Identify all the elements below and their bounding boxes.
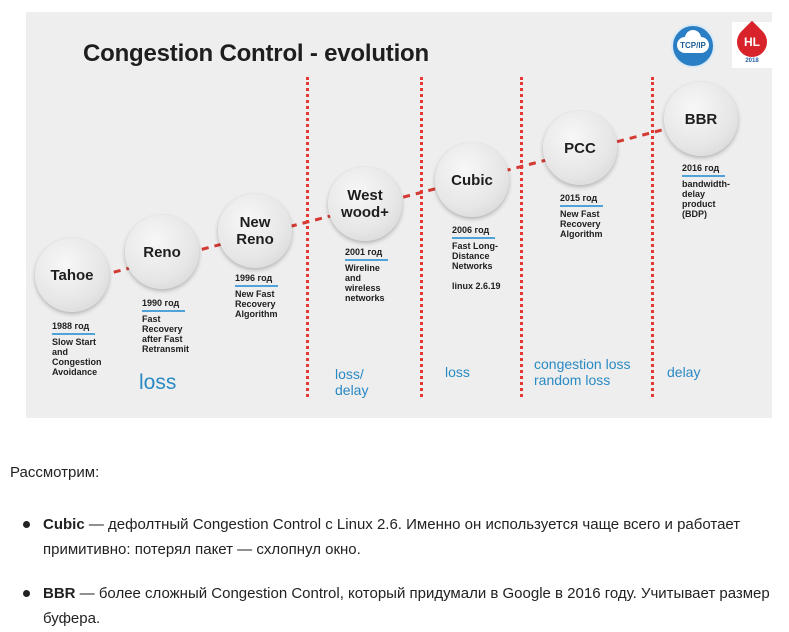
description: New Fast Recovery Algorithm	[560, 209, 603, 239]
info-reno: 1990 год Fast Recovery after Fast Retran…	[142, 293, 232, 354]
node-bbr: BBR	[664, 82, 738, 156]
year-label: 1990 год	[142, 298, 186, 312]
separator-line	[420, 77, 423, 397]
node-pcc: PCC	[543, 111, 617, 185]
article-intro: Рассмотрим:	[10, 464, 100, 481]
year-label: 1988 год	[52, 321, 96, 335]
bullet-icon	[23, 521, 30, 528]
term: Cubic	[43, 516, 85, 533]
node-tahoe: Tahoe	[35, 238, 109, 312]
cause-label-loss-delay: loss/ delay	[335, 366, 369, 398]
info-new-reno: 1996 год New Fast Recovery Algorithm	[235, 268, 325, 319]
bullet-icon	[23, 590, 30, 597]
cause-label-loss: loss	[139, 371, 177, 394]
term: BBR	[43, 585, 76, 602]
highload-logo: HL 2018	[730, 20, 774, 68]
description: Slow Start and Congestion Avoidance	[52, 337, 102, 377]
year-label: 2016 год	[682, 163, 726, 177]
separator-line	[306, 77, 309, 397]
year-label: 1996 год	[235, 273, 279, 287]
info-westwood: 2001 год Wireline and wireless networks	[345, 242, 435, 303]
description: Fast Long- Distance Networks linux 2.6.1…	[452, 241, 501, 291]
description: Fast Recovery after Fast Retransmit	[142, 314, 190, 354]
slide-image: Congestion Control - evolution TCP/IP HL…	[26, 12, 774, 418]
info-bbr: 2016 год bandwidth- delay product (BDP)	[682, 158, 772, 219]
node-new-reno: New Reno	[218, 194, 292, 268]
year-label: 2001 год	[345, 247, 389, 261]
separator-line	[651, 77, 654, 397]
node-reno: Reno	[125, 215, 199, 289]
info-cubic: 2006 год Fast Long- Distance Networks li…	[452, 220, 542, 291]
list-item: BBR — более сложный Congestion Control, …	[23, 581, 783, 631]
description: bandwidth- delay product (BDP)	[682, 179, 730, 219]
year-label: 2006 год	[452, 225, 496, 239]
term-description: — дефолтный Congestion Control с Linux 2…	[43, 516, 741, 558]
description: Wireline and wireless networks	[345, 263, 385, 303]
list-item: Cubic — дефолтный Congestion Control с L…	[23, 512, 783, 562]
tcp-ip-logo: TCP/IP	[671, 24, 715, 68]
cause-label-delay: delay	[667, 364, 701, 380]
node-cubic: Cubic	[435, 143, 509, 217]
description: New Fast Recovery Algorithm	[235, 289, 278, 319]
cause-label-congestion-random-loss: congestion loss random loss	[534, 356, 631, 388]
cause-label-loss: loss	[445, 364, 470, 380]
info-pcc: 2015 год New Fast Recovery Algorithm	[560, 188, 650, 239]
info-tahoe: 1988 год Slow Start and Congestion Avoid…	[52, 316, 142, 377]
slide-title: Congestion Control - evolution	[83, 40, 429, 67]
year-label: 2015 год	[560, 193, 604, 207]
node-westwood: West wood+	[328, 167, 402, 241]
term-description: — более сложный Congestion Control, кото…	[43, 585, 770, 627]
separator-line	[520, 77, 523, 397]
